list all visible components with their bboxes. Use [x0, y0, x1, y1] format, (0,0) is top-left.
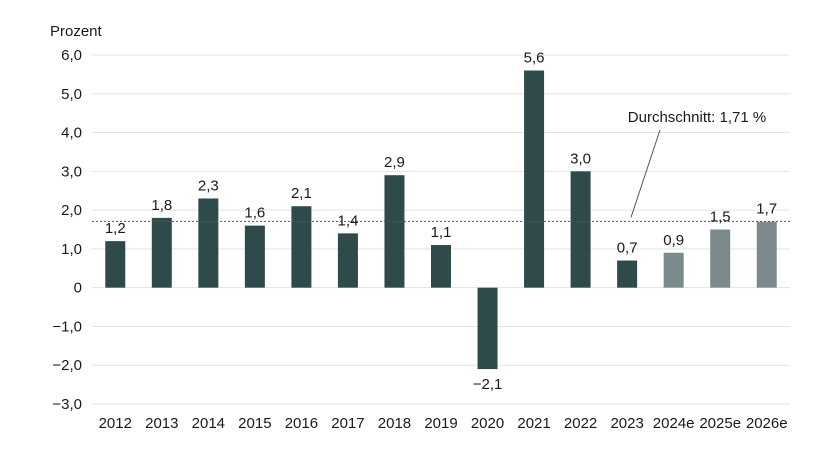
data-label-2021: 5,6 [524, 50, 545, 67]
x-tick-label-2014: 2014 [192, 415, 225, 432]
bar-2023 [617, 260, 638, 288]
data-labels: 1,2 1,8 2,3 1,6 2,1 1,4 2,9 1,1 −2,1 5,6 3,0 0,7 0,9… [105, 50, 777, 394]
x-tick-label-2013: 2013 [145, 415, 178, 432]
bar-2015 [244, 225, 265, 288]
bar-2013 [151, 217, 172, 288]
bars [105, 70, 777, 370]
y-tick-label: 2,0 [61, 202, 82, 219]
data-label-2014: 2,3 [198, 177, 219, 194]
data-label-2022: 3,0 [570, 150, 591, 167]
data-label-2015: 1,6 [244, 205, 265, 222]
data-label-2012: 1,2 [105, 220, 126, 237]
bar-2021 [524, 70, 545, 288]
x-tick-label-2023: 2023 [610, 415, 643, 432]
bar-2026e [756, 221, 777, 288]
bar-2020 [477, 287, 498, 370]
x-tick-label-2025e: 2025e [699, 415, 741, 432]
x-tick-label-2018: 2018 [378, 415, 411, 432]
bar-2022 [570, 171, 591, 288]
y-tick-label: −2,0 [52, 357, 82, 374]
data-label-2019: 1,1 [431, 224, 452, 241]
data-label-2018: 2,9 [384, 154, 405, 171]
x-tick-label-2015: 2015 [238, 415, 271, 432]
data-label-2026e: 1,7 [756, 201, 777, 218]
average-annotation-label: Durchschnitt: 1,71 % [628, 109, 766, 126]
bar-2018 [384, 175, 405, 288]
y-tick-label: 6,0 [61, 47, 82, 64]
y-tick-label: −3,0 [52, 396, 82, 413]
bar-2024e [663, 252, 684, 288]
y-tick-label: −1,0 [52, 318, 82, 335]
bar-2014 [198, 198, 219, 288]
y-axis-title: Prozent [50, 23, 103, 40]
y-tick-label: 1,0 [61, 241, 82, 258]
y-tick-label: 5,0 [61, 86, 82, 103]
x-tick-label-2021: 2021 [517, 415, 550, 432]
data-label-2013: 1,8 [151, 197, 172, 214]
x-tick-label-2020: 2020 [471, 415, 504, 432]
x-axis-ticks: 2012 2013 2014 2015 2016 2017 2018 2019 2020 2021… [99, 415, 788, 432]
x-tick-label-2019: 2019 [424, 415, 457, 432]
y-tick-label: 3,0 [61, 163, 82, 180]
y-tick-label: 0 [74, 280, 82, 297]
bar-2019 [431, 245, 451, 288]
data-label-2023: 0,7 [617, 240, 638, 257]
data-label-2020: −2,1 [473, 376, 503, 393]
y-tick-label: 4,0 [61, 125, 82, 142]
data-label-2025e: 1,5 [710, 209, 731, 226]
x-tick-label-2012: 2012 [99, 415, 132, 432]
y-axis-ticks: 6,0 5,0 4,0 3,0 2,0 1,0 0 −1,0 −2,0 −3,0 [52, 47, 82, 413]
average-leader-line [630, 129, 661, 218]
bar-2016 [291, 206, 312, 288]
average-line-group [92, 129, 790, 222]
data-label-2024e: 0,9 [663, 232, 684, 249]
x-tick-label-2017: 2017 [331, 415, 364, 432]
bar-2012 [105, 241, 126, 288]
data-label-2017: 1,4 [338, 212, 359, 229]
x-tick-label-2026e: 2026e [746, 415, 788, 432]
x-tick-label-2022: 2022 [564, 415, 597, 432]
x-tick-label-2016: 2016 [285, 415, 318, 432]
x-tick-label-2024e: 2024e [653, 415, 695, 432]
bar-2025e [710, 229, 731, 288]
bar-2017 [337, 233, 358, 288]
data-label-2016: 2,1 [291, 185, 312, 202]
